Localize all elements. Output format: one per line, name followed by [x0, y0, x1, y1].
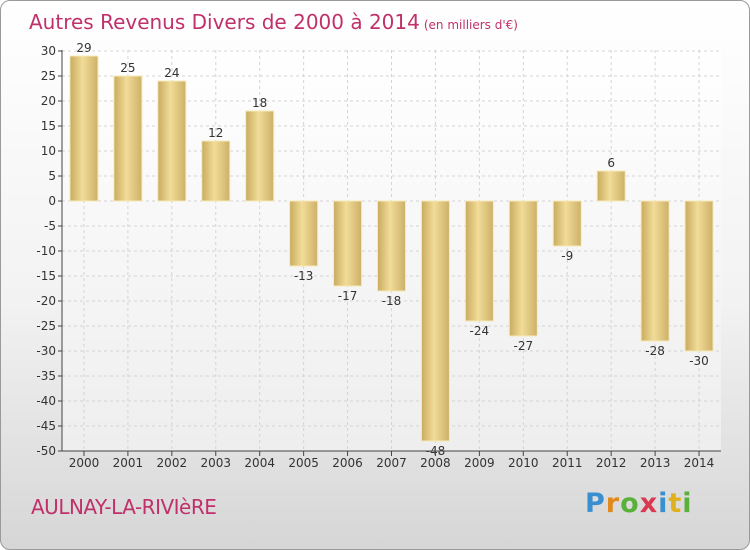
- bar: [333, 200, 363, 287]
- proxiti-logo: Proxiti: [585, 488, 693, 519]
- y-tick-label: 20: [41, 94, 56, 108]
- bar: [157, 80, 187, 202]
- data-label: 12: [208, 126, 223, 140]
- logo-letter: i: [658, 488, 669, 519]
- y-tick-label: -5: [44, 219, 56, 233]
- bar: [201, 140, 231, 202]
- bar: [289, 200, 319, 267]
- data-label: 29: [76, 41, 91, 55]
- data-label: -28: [645, 344, 665, 358]
- y-tick-label: -25: [36, 319, 56, 333]
- bar: [508, 200, 538, 337]
- bar: [684, 200, 714, 352]
- bar: [69, 55, 99, 202]
- logo-letter: x: [639, 488, 659, 519]
- bars: [69, 55, 714, 442]
- y-tick-label: 30: [41, 44, 56, 58]
- x-tick-label: 2007: [376, 456, 407, 470]
- x-tick-label: 2006: [332, 456, 363, 470]
- x-tick-label: 2011: [552, 456, 583, 470]
- y-tick-label: -20: [36, 294, 56, 308]
- title-text: Autres Revenus Divers de 2000 à 2014: [29, 10, 420, 34]
- data-label: 6: [607, 156, 615, 170]
- y-tick-label: -10: [36, 244, 56, 258]
- y-tick-label: 0: [48, 194, 56, 208]
- data-label: -17: [338, 289, 358, 303]
- data-label: 18: [252, 96, 267, 110]
- data-label: -27: [513, 339, 533, 353]
- bar: [640, 200, 670, 342]
- y-tick-label: 25: [41, 69, 56, 83]
- x-tick-label: 2009: [464, 456, 495, 470]
- data-label: -24: [470, 324, 490, 338]
- x-tick-label: 2005: [288, 456, 319, 470]
- bar: [596, 170, 626, 202]
- bar: [113, 75, 143, 202]
- logo-letter: t: [668, 488, 683, 519]
- x-tick-label: 2001: [113, 456, 144, 470]
- y-tick-label: -45: [36, 419, 56, 433]
- logo-letter: o: [620, 488, 640, 519]
- data-label: -18: [382, 294, 402, 308]
- y-tick-label: 5: [48, 169, 56, 183]
- x-tick-label: 2003: [200, 456, 231, 470]
- y-tick-label: -50: [36, 444, 56, 458]
- x-tick-label: 2013: [640, 456, 671, 470]
- y-tick-label: -35: [36, 369, 56, 383]
- title-unit: (en milliers d'€): [423, 18, 518, 32]
- x-tick-label: 2008: [420, 456, 451, 470]
- chart-title: Autres Revenus Divers de 2000 à 2014 (en …: [29, 10, 518, 34]
- data-label: -13: [294, 269, 314, 283]
- y-tick-label: 10: [41, 144, 56, 158]
- bar: [464, 200, 494, 322]
- y-tick-label: 15: [41, 119, 56, 133]
- y-tick-label: -40: [36, 394, 56, 408]
- x-tick-label: 2004: [244, 456, 275, 470]
- data-label: 24: [164, 66, 179, 80]
- logo-letter: i: [682, 488, 693, 519]
- data-label: -30: [689, 354, 709, 368]
- x-tick-label: 2002: [157, 456, 188, 470]
- logo-letter: P: [585, 488, 606, 519]
- x-tick-label: 2000: [69, 456, 100, 470]
- data-label: -9: [561, 249, 573, 263]
- y-tick-label: -15: [36, 269, 56, 283]
- x-tick-label: 2014: [684, 456, 715, 470]
- y-axis-ticks: 30 25 20 15 10 5 0 -5 -10 -15 -20 -25 -30 -35 -40 -45 -5…: [36, 44, 62, 458]
- data-label: 25: [120, 61, 135, 75]
- bar: [552, 200, 582, 247]
- logo-letter: r: [605, 488, 621, 519]
- x-axis-ticks: 2000 2001 2002 2003 2004 2005 2006 2007 2008 2009…: [69, 451, 715, 470]
- x-tick-label: 2010: [508, 456, 539, 470]
- bar: [377, 200, 406, 292]
- bar: [245, 110, 275, 202]
- x-tick-label: 2012: [596, 456, 627, 470]
- y-tick-label: -30: [36, 344, 56, 358]
- bar: [420, 200, 450, 442]
- commune-name: AULNAY-LA-RIVIèRE: [31, 495, 217, 519]
